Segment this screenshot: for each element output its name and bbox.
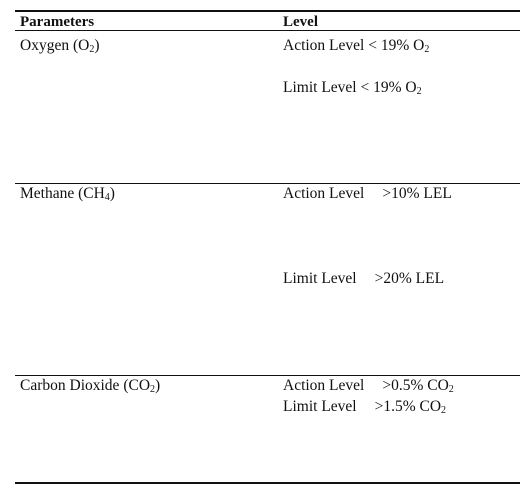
- header-parameters: Parameters: [20, 14, 95, 30]
- oxygen-action-level: Action Level < 19% O2: [283, 37, 430, 55]
- row-separator-2: [15, 375, 520, 376]
- param-methane: Methane (CH4): [20, 185, 115, 203]
- methane-action-level: Action Level >10% LEL: [283, 185, 452, 202]
- parameters-table: Parameters Level Oxygen (O2) Action Leve…: [15, 8, 520, 486]
- param-carbon-dioxide: Carbon Dioxide (CO2): [20, 377, 161, 395]
- header-rule: [15, 30, 520, 31]
- row-separator-1: [15, 183, 520, 184]
- table-top-rule: [15, 10, 520, 12]
- co2-action-level: Action Level >0.5% CO2: [283, 377, 454, 395]
- table-bottom-rule: [15, 482, 520, 484]
- co2-limit-level: Limit Level >1.5% CO2: [283, 398, 447, 416]
- param-oxygen: Oxygen (O2): [20, 37, 100, 55]
- header-level: Level: [283, 14, 318, 30]
- methane-limit-level: Limit Level >20% LEL: [283, 270, 445, 287]
- oxygen-limit-level: Limit Level < 19% O2: [283, 79, 422, 97]
